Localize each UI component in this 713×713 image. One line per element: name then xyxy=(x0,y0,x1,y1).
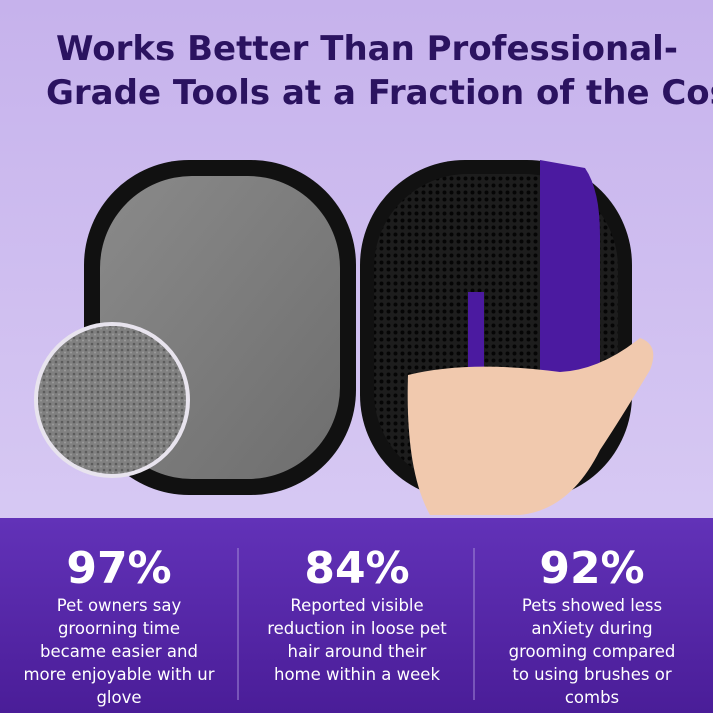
stat-text: hair around their xyxy=(288,642,427,661)
stat-text: to using brushes or xyxy=(512,665,671,684)
stat-figure: 92% xyxy=(539,543,644,594)
title-line: Works Better Than Professional- xyxy=(56,29,678,69)
stat-text: grooming compared xyxy=(509,642,676,661)
stat-figure: 97% xyxy=(66,543,171,594)
stat-text: Reported visible xyxy=(290,596,423,615)
stat-text: more enjoyable with ur xyxy=(23,665,214,684)
stat-text: combs xyxy=(565,688,619,707)
zoom-circle xyxy=(34,322,190,478)
hand xyxy=(407,338,654,515)
stat-text: glove xyxy=(96,688,141,707)
stat-text: home within a week xyxy=(274,665,440,684)
stat-text: became easier and xyxy=(40,642,198,661)
stat-figure: 84% xyxy=(304,543,409,594)
stat-text: Pets showed less xyxy=(522,596,662,615)
stat-text: anXiety during xyxy=(531,619,652,638)
stat-text: Pet owners say xyxy=(57,596,182,615)
title-line: Grade Tools at a Fraction of the Cost xyxy=(46,73,713,113)
stat-text: reduction in loose pet xyxy=(267,619,447,638)
stats: 97% Pet owners say groorning time became ea… xyxy=(23,543,675,707)
stat-text: groorning time xyxy=(58,619,180,638)
stats-panel xyxy=(0,518,713,713)
